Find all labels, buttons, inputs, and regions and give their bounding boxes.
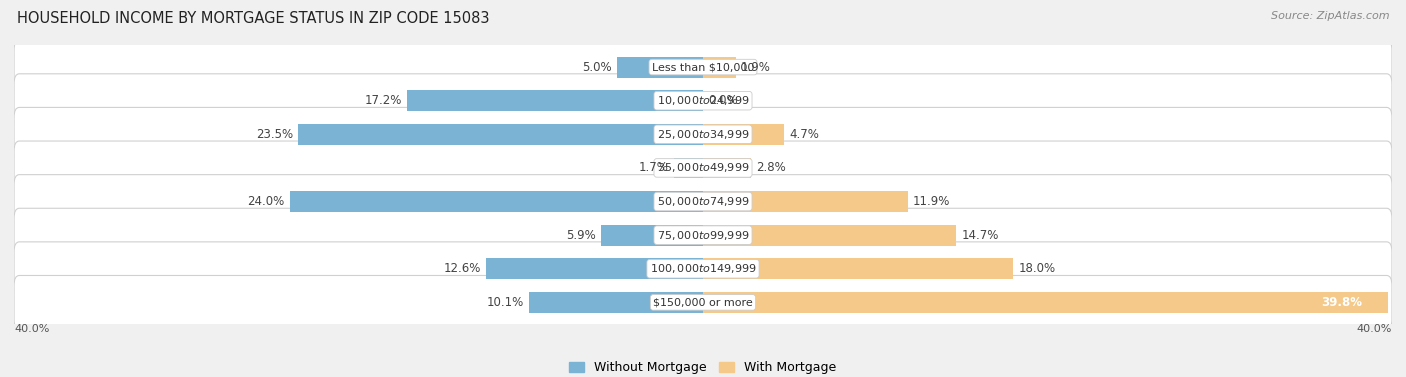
Bar: [703, 57, 735, 78]
Text: 2.8%: 2.8%: [756, 161, 786, 175]
Bar: [406, 90, 703, 111]
Bar: [298, 124, 703, 145]
FancyBboxPatch shape: [14, 276, 1392, 329]
Legend: Without Mortgage, With Mortgage: Without Mortgage, With Mortgage: [564, 356, 842, 377]
Bar: [486, 258, 703, 279]
Text: $50,000 to $74,999: $50,000 to $74,999: [657, 195, 749, 208]
Text: 11.9%: 11.9%: [912, 195, 950, 208]
FancyBboxPatch shape: [14, 242, 1392, 296]
Text: 18.0%: 18.0%: [1018, 262, 1056, 275]
Text: $150,000 or more: $150,000 or more: [654, 297, 752, 307]
Text: HOUSEHOLD INCOME BY MORTGAGE STATUS IN ZIP CODE 15083: HOUSEHOLD INCOME BY MORTGAGE STATUS IN Z…: [17, 11, 489, 26]
Text: 14.7%: 14.7%: [962, 228, 998, 242]
Text: Less than $10,000: Less than $10,000: [652, 62, 754, 72]
Bar: [703, 258, 1012, 279]
Bar: [290, 191, 703, 212]
Text: 5.9%: 5.9%: [567, 228, 596, 242]
Text: 0.0%: 0.0%: [709, 94, 738, 107]
Bar: [617, 57, 703, 78]
FancyBboxPatch shape: [14, 175, 1392, 228]
Text: 40.0%: 40.0%: [1357, 324, 1392, 334]
Text: $35,000 to $49,999: $35,000 to $49,999: [657, 161, 749, 175]
FancyBboxPatch shape: [14, 74, 1392, 127]
Bar: [703, 191, 908, 212]
Text: Source: ZipAtlas.com: Source: ZipAtlas.com: [1271, 11, 1389, 21]
Bar: [703, 225, 956, 245]
Text: 10.1%: 10.1%: [486, 296, 524, 309]
Text: 23.5%: 23.5%: [256, 128, 292, 141]
Text: 4.7%: 4.7%: [789, 128, 818, 141]
FancyBboxPatch shape: [14, 40, 1392, 94]
Bar: [673, 158, 703, 178]
Bar: [703, 158, 751, 178]
Text: 1.9%: 1.9%: [741, 61, 770, 74]
Text: $10,000 to $24,999: $10,000 to $24,999: [657, 94, 749, 107]
Text: 1.7%: 1.7%: [638, 161, 669, 175]
Text: 17.2%: 17.2%: [364, 94, 402, 107]
FancyBboxPatch shape: [14, 107, 1392, 161]
FancyBboxPatch shape: [14, 208, 1392, 262]
Text: 5.0%: 5.0%: [582, 61, 612, 74]
Text: $25,000 to $34,999: $25,000 to $34,999: [657, 128, 749, 141]
Text: 24.0%: 24.0%: [247, 195, 284, 208]
Bar: [703, 124, 785, 145]
Text: 40.0%: 40.0%: [14, 324, 49, 334]
Text: $75,000 to $99,999: $75,000 to $99,999: [657, 228, 749, 242]
Text: 39.8%: 39.8%: [1322, 296, 1362, 309]
Bar: [703, 292, 1389, 313]
Bar: [602, 225, 703, 245]
FancyBboxPatch shape: [14, 141, 1392, 195]
Bar: [529, 292, 703, 313]
Text: $100,000 to $149,999: $100,000 to $149,999: [650, 262, 756, 275]
Text: 12.6%: 12.6%: [443, 262, 481, 275]
